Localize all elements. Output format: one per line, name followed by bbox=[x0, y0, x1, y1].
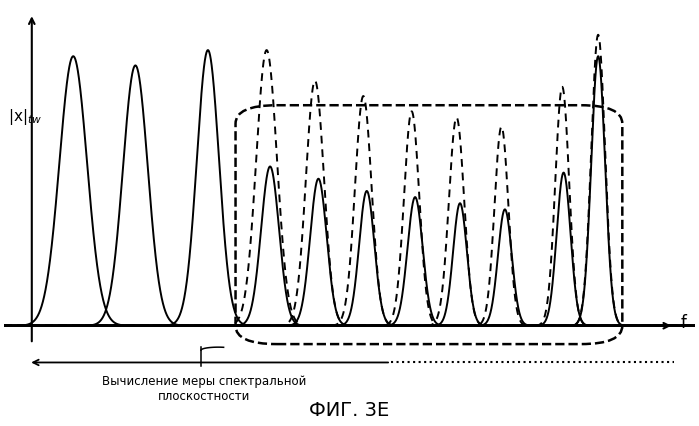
Text: ФИГ. 3Е: ФИГ. 3Е bbox=[310, 401, 389, 420]
Text: Вычисление меры спектральной
плоскостности: Вычисление меры спектральной плоскостнос… bbox=[102, 375, 307, 403]
Text: |x|$_{tw}$: |x|$_{tw}$ bbox=[8, 107, 42, 127]
Text: f: f bbox=[681, 314, 687, 332]
